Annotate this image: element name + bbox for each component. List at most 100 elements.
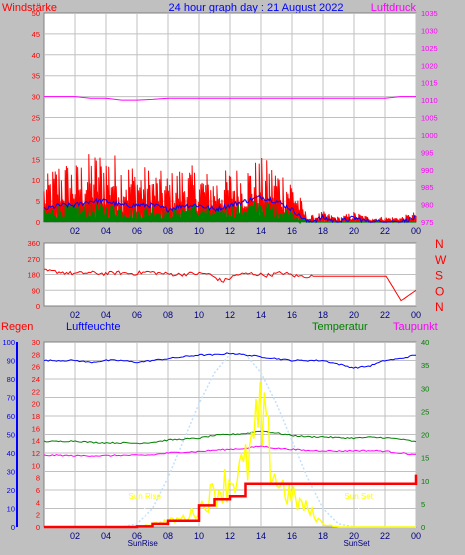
compass-tick: W	[435, 253, 447, 267]
temperature-axis-tick: 30	[421, 384, 429, 393]
time-tick-label: 10	[194, 226, 204, 236]
temperature-axis-tick: 40	[421, 338, 429, 347]
rain-axis-tick: 40	[7, 449, 15, 458]
temperature-axis-tick: 35	[421, 361, 429, 370]
time-tick-label: 12	[225, 531, 235, 541]
time-tick-label: 22	[380, 531, 390, 541]
humidity-axis-tick: 0	[36, 523, 40, 532]
humidity-axis-tick: 16	[32, 424, 40, 433]
rain-label: Regen	[1, 321, 33, 333]
humidity-axis-tick: 24	[32, 375, 40, 384]
wind-axis-tick: 15	[32, 155, 40, 164]
rain-axis-tick: 0	[11, 523, 15, 532]
pressure-axis-tick: 975	[421, 218, 434, 227]
sunset-time-label: SunSet	[344, 539, 371, 548]
sunset-label: Sun Set	[344, 492, 373, 501]
time-tick-label: 16	[287, 531, 297, 541]
compass-tick: N	[435, 237, 444, 251]
rain-axis-tick: 10	[7, 505, 15, 514]
pressure-axis-tick: 980	[421, 201, 434, 210]
time-tick-label: 22	[380, 226, 390, 236]
pressure-axis-tick: 1020	[421, 61, 438, 70]
sunrise-label: Sun Rise	[129, 492, 162, 501]
rain-axis-tick: 60	[7, 412, 15, 421]
time-tick-label: 06	[132, 226, 142, 236]
direction-axis-tick: 180	[27, 271, 40, 280]
pressure-axis-tick: 990	[421, 166, 434, 175]
pressure-series	[44, 96, 416, 101]
time-tick-label: 08	[163, 226, 173, 236]
rain-humidity-temperature-chart: 02 04 06 08 10 12 14 16 18 20 22 000102030405060708…	[2, 338, 429, 548]
time-tick-label: 02	[70, 226, 80, 236]
wind-direction-series	[43, 268, 417, 302]
wind-axis-tick: 30	[32, 93, 40, 102]
humidity-axis-tick: 28	[32, 350, 40, 359]
pressure-axis-tick: 1030	[421, 26, 438, 35]
humidity-label: Luftfeuchte	[66, 321, 120, 333]
time-tick-label: 18	[318, 310, 328, 320]
rain-axis-tick: 20	[7, 486, 15, 495]
wind-speed-label: Windstärke	[2, 2, 57, 14]
wind-axis-tick: 35	[32, 72, 40, 81]
compass-tick: O	[435, 284, 444, 298]
humidity-axis-tick: 4	[36, 498, 40, 507]
pressure-axis-tick: 1000	[421, 131, 438, 140]
temperature-axis-tick: 15	[421, 454, 429, 463]
rain-axis-tick: 30	[7, 468, 15, 477]
time-tick-label: 22	[380, 310, 390, 320]
wind-direction-chart: 02 04 06 08 10 12 14 16 18 20 22 00090180270360NOSW…	[27, 237, 447, 320]
time-tick-label: 04	[101, 226, 111, 236]
direction-axis-tick: 270	[27, 255, 40, 264]
pressure-axis-tick: 985	[421, 183, 434, 192]
time-tick-label: 20	[349, 531, 359, 541]
humidity-axis-tick: 10	[32, 461, 40, 470]
wind-axis-tick: 10	[32, 176, 40, 185]
time-tick-label: 14	[256, 310, 266, 320]
pressure-axis-tick: 1005	[421, 114, 438, 123]
humidity-axis-tick: 30	[32, 338, 40, 347]
wind-axis-tick: 40	[32, 51, 40, 60]
time-tick-label: 16	[287, 310, 297, 320]
humidity-series	[43, 352, 417, 369]
wind-average-series	[43, 194, 417, 224]
humidity-axis-tick: 8	[36, 474, 40, 483]
rain-axis-tick: 50	[7, 431, 15, 440]
pressure-axis-tick: 1025	[421, 44, 438, 53]
time-tick-label: 18	[318, 226, 328, 236]
time-tick-label: 20	[349, 226, 359, 236]
wind-axis-tick: 0	[36, 218, 40, 227]
temperature-axis-tick: 0	[421, 523, 425, 532]
compass-tick: N	[435, 300, 444, 314]
temperature-axis-tick: 10	[421, 477, 429, 486]
time-tick-label: 00	[411, 310, 421, 320]
time-tick-label: 18	[318, 531, 328, 541]
dewpoint-series	[43, 445, 417, 457]
wind-speed-series	[43, 199, 416, 225]
humidity-axis-tick: 12	[32, 449, 40, 458]
wind-axis-tick: 20	[32, 134, 40, 143]
time-tick-label: 02	[70, 310, 80, 320]
direction-axis-tick: 0	[36, 302, 40, 311]
wind-axis-tick: 25	[32, 114, 40, 123]
time-tick-label: 20	[349, 310, 359, 320]
time-tick-label: 14	[256, 531, 266, 541]
time-tick-label: 12	[225, 226, 235, 236]
direction-axis-tick: 360	[27, 239, 40, 248]
pressure-axis-tick: 1035	[421, 9, 438, 18]
time-tick-label: 16	[287, 226, 297, 236]
humidity-axis-tick: 22	[32, 387, 40, 396]
wind-axis-tick: 45	[32, 30, 40, 39]
sunrise-time-label: SunRise	[128, 539, 159, 548]
rain-axis-tick: 80	[7, 375, 15, 384]
humidity-axis-tick: 18	[32, 412, 40, 421]
compass-tick: S	[435, 269, 443, 283]
time-tick-label: 00	[411, 531, 421, 541]
time-tick-label: 02	[70, 531, 80, 541]
rain-axis-tick: 70	[7, 394, 15, 403]
time-tick-label: 12	[225, 310, 235, 320]
pressure-axis-tick: 1015	[421, 79, 438, 88]
humidity-axis-tick: 14	[32, 437, 40, 446]
wind-axis-tick: 50	[32, 9, 40, 18]
temperature-label: Temperatur	[312, 321, 368, 333]
